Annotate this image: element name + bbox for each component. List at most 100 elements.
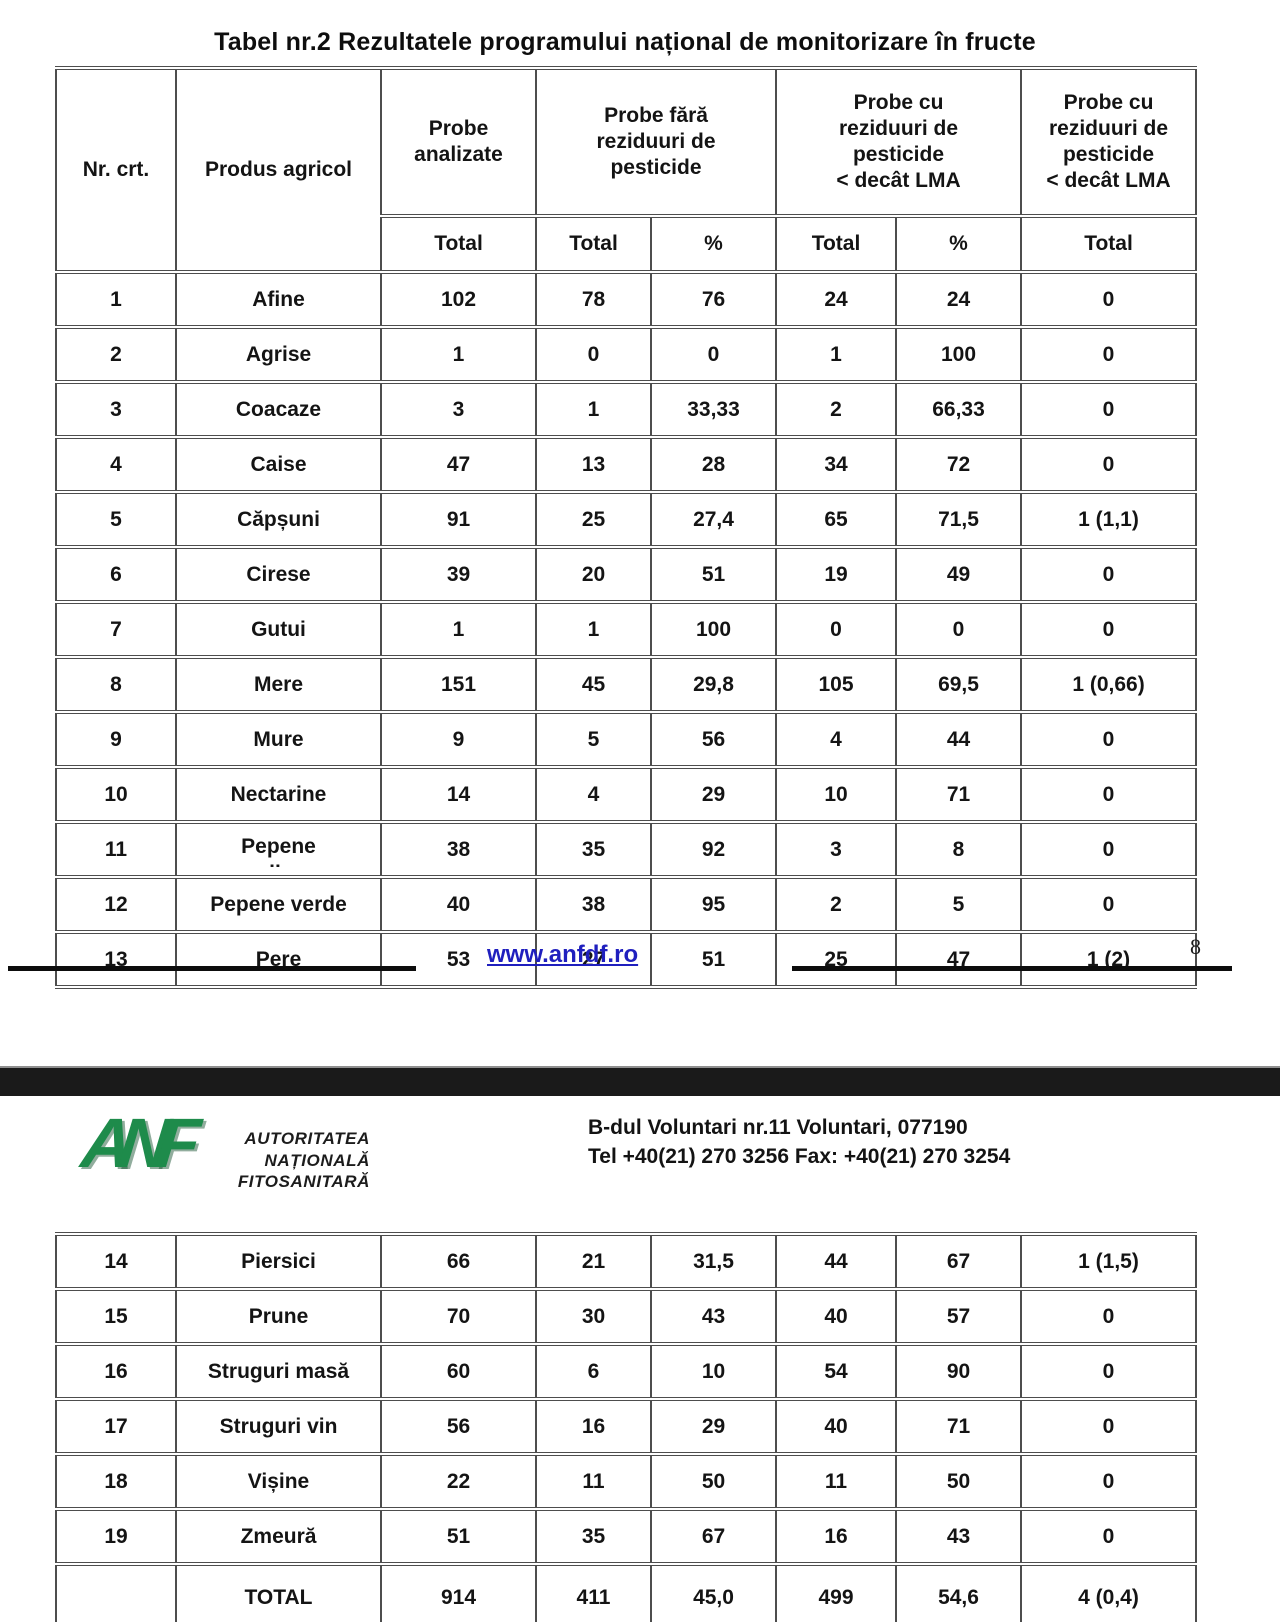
value-cell-fara-pct: 29 bbox=[650, 766, 777, 823]
header-line: < decât LMA bbox=[836, 169, 961, 192]
value-cell-analizate-total: 60 bbox=[380, 1343, 537, 1400]
value-cell-fara-pct: 56 bbox=[650, 711, 777, 768]
value-cell-cu-pct: 71,5 bbox=[895, 491, 1022, 548]
value-cell-fara-total: 21 bbox=[535, 1233, 652, 1290]
product-cell: Gutui bbox=[175, 601, 382, 658]
total-cu-total: 499 bbox=[775, 1563, 897, 1622]
org-name-line: FITOSANITARĂ bbox=[237, 1172, 370, 1191]
total-row: TOTAL 914 411 45,0 499 54,6 4 (0,4) bbox=[55, 1563, 1197, 1622]
value-cell-cu-pct: 0 bbox=[895, 601, 1022, 658]
product-name: Mere bbox=[253, 673, 304, 696]
row-number-cell: 6 bbox=[55, 546, 177, 603]
value-cell-analizate-total: 53 bbox=[380, 931, 537, 988]
row-number-cell: 9 bbox=[55, 711, 177, 768]
value-cell-peste-lma-total: 1 (1,5) bbox=[1020, 1233, 1197, 1290]
value-cell-peste-lma-total: 1 (0,66) bbox=[1020, 656, 1197, 713]
value-cell-fara-total: 1 bbox=[535, 381, 652, 438]
col-header-produs-agricol: Produs agricol bbox=[175, 67, 382, 273]
product-cell: Căpșuni bbox=[175, 491, 382, 548]
value-cell-peste-lma-total: 1 (1,1) bbox=[1020, 491, 1197, 548]
value-cell-peste-lma-total: 0 bbox=[1020, 326, 1197, 383]
value-cell-analizate-total: 14 bbox=[380, 766, 537, 823]
value-cell-cu-total: 0 bbox=[775, 601, 897, 658]
row-number-cell: 17 bbox=[55, 1398, 177, 1455]
subheader-percent: % bbox=[895, 215, 1022, 273]
product-cell: Struguri vin bbox=[175, 1398, 382, 1455]
header-line: Probe cu bbox=[853, 91, 944, 114]
value-cell-cu-total: 3 bbox=[775, 821, 897, 878]
table-row: 16 Struguri masă 60 6 10 54 90 0 bbox=[55, 1343, 1197, 1400]
table-row: 8 Mere 151 45 29,8 105 69,5 1 (0,66) bbox=[55, 656, 1197, 713]
value-cell-peste-lma-total: 0 bbox=[1020, 546, 1197, 603]
value-cell-analizate-total: 47 bbox=[380, 436, 537, 493]
footer-rule-right bbox=[792, 966, 1232, 971]
product-name: Vișine bbox=[247, 1470, 310, 1493]
table-row: 4 Caise 47 13 28 34 72 0 bbox=[55, 436, 1197, 493]
subheader-percent: % bbox=[650, 215, 777, 273]
header-row-groups: Nr. crt. Produs agricol Probe analizate … bbox=[55, 67, 1197, 273]
value-cell-fara-pct: 27,4 bbox=[650, 491, 777, 548]
table-row: 15 Prune 70 30 43 40 57 0 bbox=[55, 1288, 1197, 1345]
value-cell-fara-pct: 29,8 bbox=[650, 656, 777, 713]
value-cell-analizate-total: 56 bbox=[380, 1398, 537, 1455]
anf-logo: ANF bbox=[77, 1104, 191, 1182]
product-cell: Cirese bbox=[175, 546, 382, 603]
col-header-probe-fara-reziduuri: Probe fără reziduuri de pesticide bbox=[535, 67, 777, 217]
org-name-block: AUTORITATEA NAȚIONALĂ FITOSANITARĂ bbox=[208, 1128, 370, 1193]
product-name: Pere bbox=[255, 948, 302, 971]
page-title: Tabel nr.2 Rezultatele programului națio… bbox=[214, 28, 1036, 56]
value-cell-analizate-total: 40 bbox=[380, 876, 537, 933]
header-line: Probe fără bbox=[604, 104, 708, 127]
value-cell-fara-pct: 95 bbox=[650, 876, 777, 933]
value-cell-analizate-total: 9 bbox=[380, 711, 537, 768]
value-cell-cu-total: 1 bbox=[775, 326, 897, 383]
org-address-line2: Tel +40(21) 270 3256 Fax: +40(21) 270 32… bbox=[588, 1145, 1011, 1168]
value-cell-peste-lma-total: 1 (2) bbox=[1020, 931, 1197, 988]
value-cell-fara-total: 6 bbox=[535, 1343, 652, 1400]
value-cell-fara-total: 45 bbox=[535, 656, 652, 713]
value-cell-cu-pct: 8 bbox=[895, 821, 1022, 878]
value-cell-cu-total: 40 bbox=[775, 1398, 897, 1455]
product-name: Coacaze bbox=[235, 398, 322, 421]
value-cell-fara-pct: 33,33 bbox=[650, 381, 777, 438]
value-cell-peste-lma-total: 0 bbox=[1020, 271, 1197, 328]
value-cell-cu-pct: 5 bbox=[895, 876, 1022, 933]
table-row: 6 Cirese 39 20 51 19 49 0 bbox=[55, 546, 1197, 603]
value-cell-cu-pct: 90 bbox=[895, 1343, 1022, 1400]
row-number-cell: 10 bbox=[55, 766, 177, 823]
row-number-cell: 5 bbox=[55, 491, 177, 548]
value-cell-cu-total: 11 bbox=[775, 1453, 897, 1510]
value-cell-peste-lma-total: 0 bbox=[1020, 601, 1197, 658]
value-cell-cu-pct: 50 bbox=[895, 1453, 1022, 1510]
footer-rule-left bbox=[8, 966, 416, 971]
value-cell-fara-total: 0 bbox=[535, 326, 652, 383]
value-cell-analizate-total: 39 bbox=[380, 546, 537, 603]
table-row: 9 Mure 9 5 56 4 44 0 bbox=[55, 711, 1197, 768]
value-cell-cu-total: 16 bbox=[775, 1508, 897, 1565]
value-cell-analizate-total: 70 bbox=[380, 1288, 537, 1345]
product-name: Pepene verde bbox=[210, 893, 347, 916]
value-cell-analizate-total: 22 bbox=[380, 1453, 537, 1510]
value-cell-cu-total: 44 bbox=[775, 1233, 897, 1290]
footer-website-link[interactable]: www.anfdf.ro bbox=[487, 941, 639, 968]
value-cell-peste-lma-total: 0 bbox=[1020, 1508, 1197, 1565]
product-name: Afine bbox=[252, 288, 305, 311]
product-name: Nectarine bbox=[230, 783, 327, 806]
page-separator-bar bbox=[0, 1066, 1280, 1096]
row-number-cell: 15 bbox=[55, 1288, 177, 1345]
value-cell-fara-pct: 50 bbox=[650, 1453, 777, 1510]
value-cell-peste-lma-total: 0 bbox=[1020, 381, 1197, 438]
value-cell-fara-pct: 0 bbox=[650, 326, 777, 383]
header-line: pesticide bbox=[610, 156, 702, 179]
row-number-cell bbox=[55, 1563, 177, 1622]
header-line: reziduuri de bbox=[838, 117, 959, 140]
value-cell-cu-total: 19 bbox=[775, 546, 897, 603]
product-cell: Zmeură bbox=[175, 1508, 382, 1565]
value-cell-analizate-total: 38 bbox=[380, 821, 537, 878]
value-cell-fara-total: 4 bbox=[535, 766, 652, 823]
value-cell-analizate-total: 51 bbox=[380, 1508, 537, 1565]
product-cell: Prune bbox=[175, 1288, 382, 1345]
value-cell-cu-pct: 67 bbox=[895, 1233, 1022, 1290]
value-cell-fara-pct: 28 bbox=[650, 436, 777, 493]
